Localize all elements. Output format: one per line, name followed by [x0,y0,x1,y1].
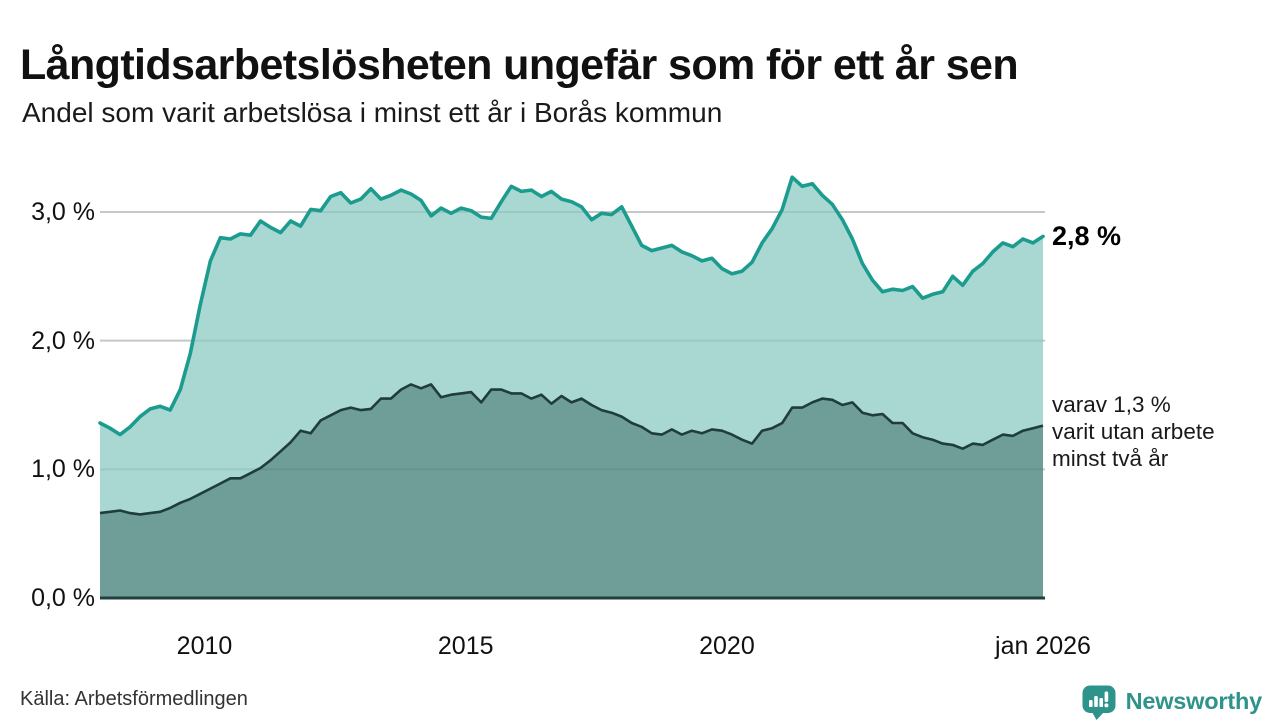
subset-area-fill [100,384,1043,598]
subset-label-line1: varav 1,3 % [1052,392,1171,417]
subset-label-line2: varit utan arbete [1052,419,1215,444]
x-axis-tick-label: jan 2026 [995,632,1091,660]
total-line [98,175,1045,437]
y-axis-tick-label: 0,0 % [31,584,95,612]
newsworthy-logo: Newsworthy [1081,683,1262,720]
x-axis-tick-label: 2010 [176,632,233,660]
y-axis-tick-label: 3,0 % [31,197,95,226]
total-series-end-label: 2,8 % [1052,221,1122,251]
page-title: Långtidsarbetslösheten ungefär som för e… [20,40,1019,89]
bar-chart-speech-bubble-icon [1082,685,1116,720]
subset-series-end-label: varav 1,3 % varit utan arbete minst två … [1052,391,1215,472]
x-axis-tick-label: 2020 [699,632,755,660]
subset-line [99,383,1044,516]
y-axis-tick-label: 1,0 % [31,455,95,484]
x-axis-tick-label: 2015 [437,632,494,660]
brand-name: Newsworthy [1125,688,1263,714]
page-subtitle: Andel som varit arbetslösa i minst ett å… [22,97,723,128]
subset-label-line3: minst två år [1052,446,1169,471]
y-axis-tick-label: 2,0 % [31,326,95,355]
source-caption: Källa: Arbetsförmedlingen [20,688,248,710]
